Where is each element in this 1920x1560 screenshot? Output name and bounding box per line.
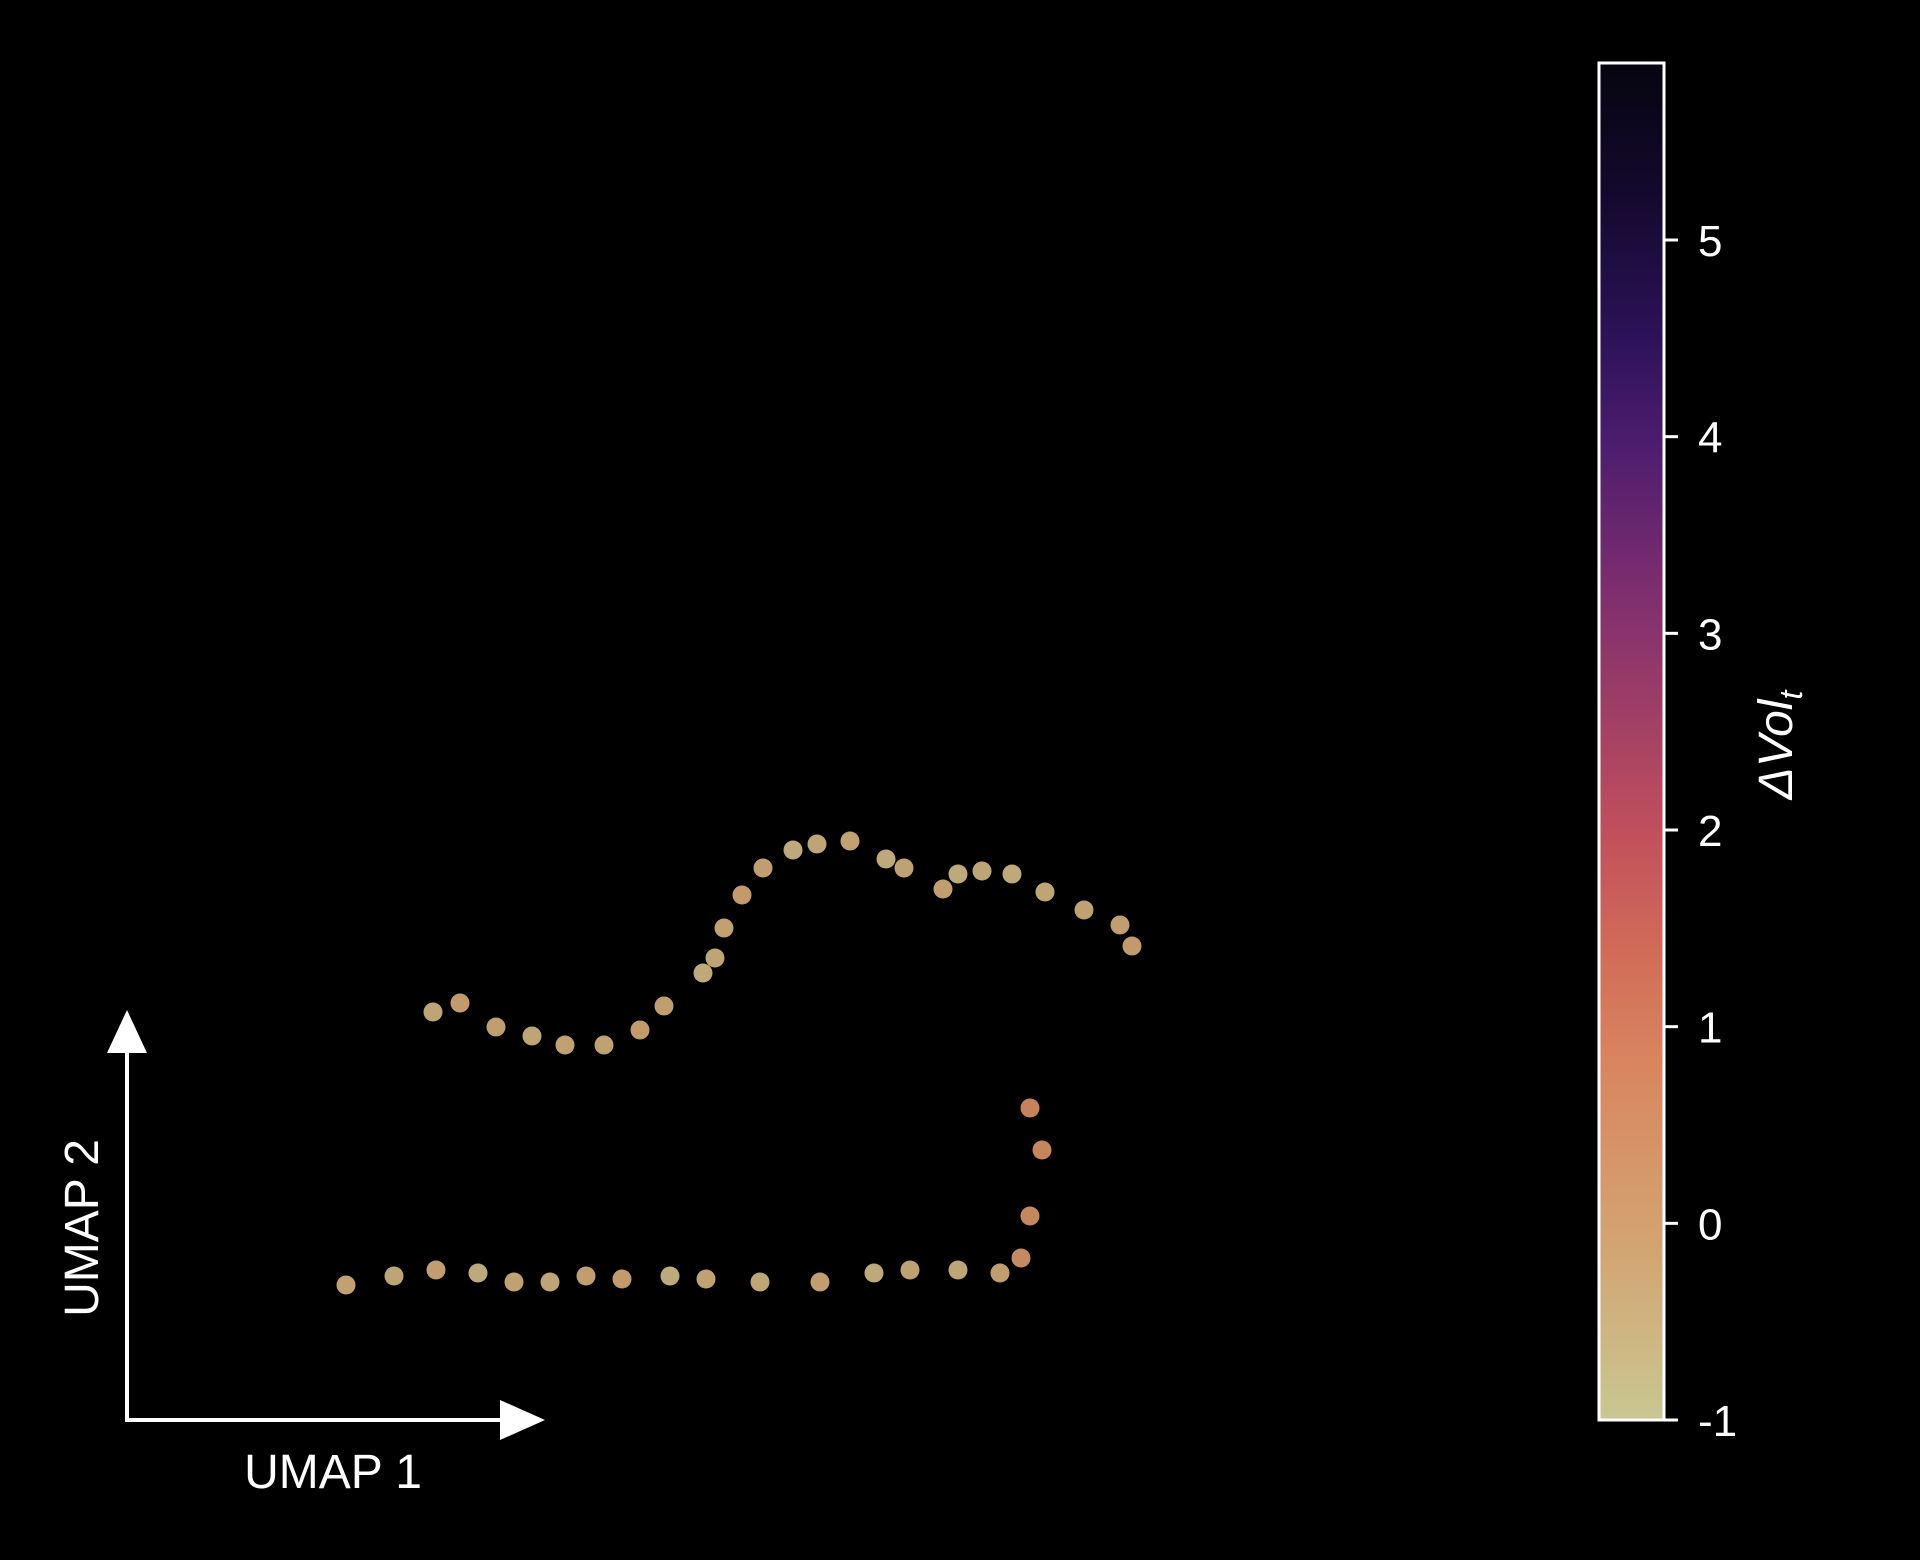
scatter-point [1122, 936, 1142, 956]
scatter-point [468, 1263, 488, 1283]
colorbar-tick-label: -1 [1698, 1397, 1737, 1446]
scatter-point [705, 948, 725, 968]
scatter-point [714, 918, 734, 938]
scatter-point [753, 858, 773, 878]
scatter-points [336, 831, 1142, 1295]
scatter-point [1011, 1248, 1031, 1268]
scatter-point [840, 831, 860, 851]
scatter-point [1032, 1140, 1052, 1160]
umap-axes: UMAP 1 UMAP 2 [56, 1010, 545, 1499]
scatter-point [810, 1272, 830, 1292]
scatter-point [696, 1269, 716, 1289]
scatter-point [693, 963, 713, 983]
scatter-point [783, 840, 803, 860]
colorbar-tick-label: 3 [1698, 610, 1722, 659]
scatter-point [555, 1035, 575, 1055]
colorbar-tick-label: 2 [1698, 807, 1722, 856]
scatter-point [807, 834, 827, 854]
scatter-point [426, 1260, 446, 1280]
scatter-point [1020, 1098, 1040, 1118]
scatter-point [486, 1017, 506, 1037]
scatter-point [933, 879, 953, 899]
scatter-point [654, 996, 674, 1016]
scatter-point [732, 885, 752, 905]
colorbar-ticks: -1 0 1 2 3 4 5 [1664, 217, 1737, 1446]
scatter-point [972, 861, 992, 881]
y-axis-label: UMAP 2 [56, 1139, 109, 1317]
scatter-point [336, 1275, 356, 1295]
scatter-point [1110, 915, 1130, 935]
umap-x-arrowhead-icon [500, 1400, 545, 1440]
scatter-point [450, 993, 470, 1013]
colorbar-tick-label: 1 [1698, 1004, 1722, 1053]
scatter-point [864, 1263, 884, 1283]
scatter-point [612, 1269, 632, 1289]
colorbar-label-sub: t [1773, 690, 1809, 700]
scatter-point [384, 1266, 404, 1286]
x-axis-label: UMAP 1 [244, 1446, 422, 1499]
scatter-point [948, 1260, 968, 1280]
colorbar-gradient [1597, 61, 1666, 1422]
scatter-point [630, 1020, 650, 1040]
colorbar-label: ΔVolt [1750, 690, 1809, 801]
scatter-point [540, 1272, 560, 1292]
scatter-point [948, 864, 968, 884]
colorbar-tick-label: 5 [1698, 217, 1722, 266]
umap-y-arrowhead-icon [107, 1010, 147, 1053]
scatter-point [522, 1026, 542, 1046]
scatter-point [750, 1272, 770, 1292]
scatter-point [576, 1266, 596, 1286]
scatter-point [594, 1035, 614, 1055]
scatter-point [1074, 900, 1094, 920]
scatter-point [1002, 864, 1022, 884]
scatter-point [990, 1263, 1010, 1283]
scatter-point [504, 1272, 524, 1292]
scatter-point [423, 1002, 443, 1022]
scatter-point [900, 1260, 920, 1280]
scatter-point [1035, 882, 1055, 902]
colorbar: -1 0 1 2 3 4 5 ΔVolt [1597, 61, 1809, 1446]
colorbar-tick-label: 0 [1698, 1200, 1722, 1249]
scatter-point [660, 1266, 680, 1286]
colorbar-tick-label: 4 [1698, 414, 1722, 463]
scatter-point [894, 858, 914, 878]
scatter-point [876, 849, 896, 869]
colorbar-label-base: ΔVol [1750, 698, 1803, 800]
scatter-point [1020, 1206, 1040, 1226]
